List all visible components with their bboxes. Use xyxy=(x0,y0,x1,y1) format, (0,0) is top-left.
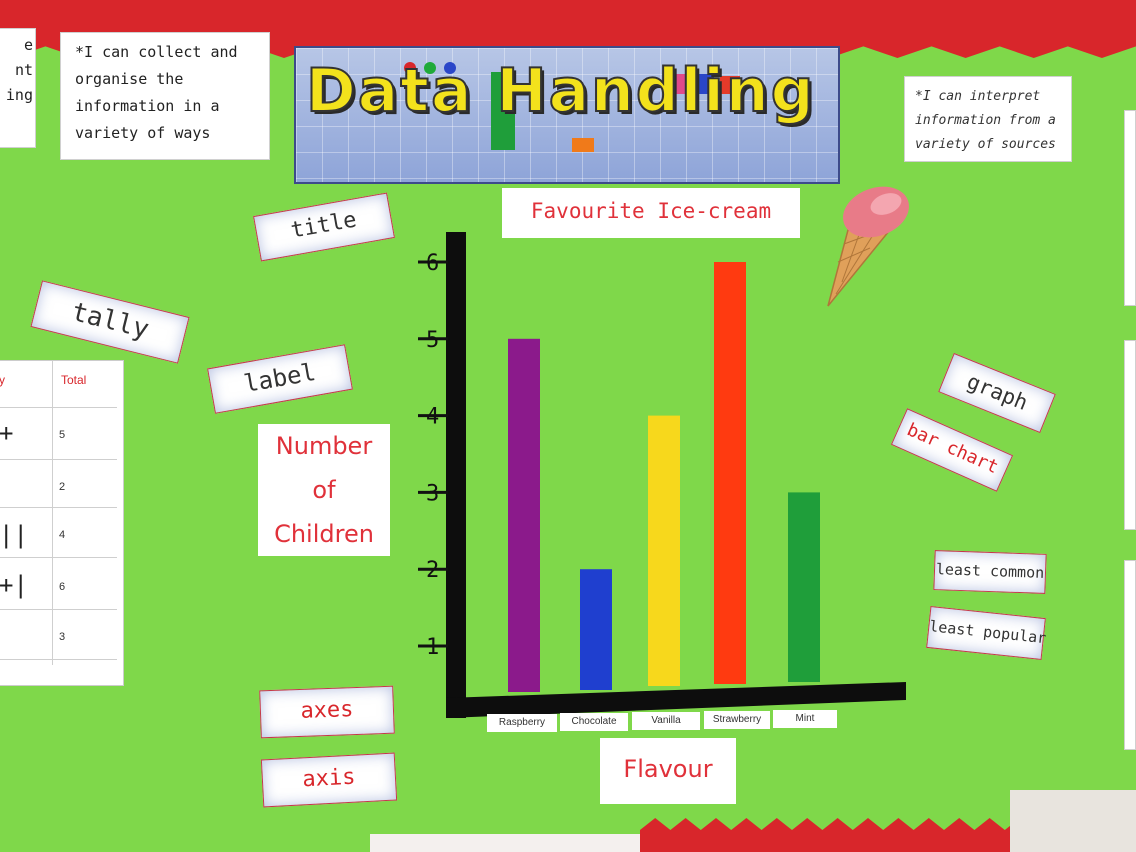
partial-objective-card: e nt ing xyxy=(0,28,36,148)
right-edge-card xyxy=(1124,340,1136,530)
banner-dot xyxy=(424,62,436,74)
partial-text: e xyxy=(23,36,33,54)
data-handling-banner: Data Handling xyxy=(294,46,840,184)
y-tick-label: 2 xyxy=(426,558,439,583)
table-divider xyxy=(0,557,117,558)
objective-text: *I can interpret information from a vari… xyxy=(915,89,1056,152)
y-axis-label-line: Number xyxy=(275,432,373,460)
table-cell: 3 xyxy=(59,631,66,643)
ice-cream-cone-icon xyxy=(827,186,909,307)
table-divider xyxy=(0,507,117,508)
x-tick-label: Chocolate xyxy=(560,713,628,731)
right-edge-card xyxy=(1124,560,1136,750)
x-axis xyxy=(446,682,906,718)
banner-bar xyxy=(572,138,594,152)
tally-marks: +| xyxy=(0,571,28,599)
right-edge-card xyxy=(1124,110,1136,306)
bottom-paper-strip xyxy=(370,834,670,852)
objective-text: *I can collect and organise the informat… xyxy=(75,43,238,142)
table-divider xyxy=(0,407,117,408)
table-divider xyxy=(0,609,117,610)
tally-marks: + xyxy=(0,419,14,447)
y-tick-label: 5 xyxy=(426,328,439,353)
table-header: Total xyxy=(61,373,87,387)
chart-title-card: Favourite Ice-cream xyxy=(502,188,800,238)
x-tick-label: Raspberry xyxy=(487,714,557,732)
x-tick-label: Vanilla xyxy=(632,712,700,730)
table-header: y xyxy=(0,373,5,387)
banner-bar xyxy=(720,76,740,94)
bar-vanilla xyxy=(648,415,680,686)
table-cell: 6 xyxy=(59,581,66,593)
x-tick-label: Mint xyxy=(773,710,837,728)
banner-bar xyxy=(668,74,688,94)
banner-dot xyxy=(404,62,416,74)
x-tick-label: Strawberry xyxy=(704,711,770,729)
banner-bar xyxy=(491,72,515,150)
objective-card-right: *I can interpret information from a vari… xyxy=(904,76,1072,162)
y-axis-label-card: Number of Children xyxy=(258,424,390,556)
table-divider xyxy=(0,459,117,460)
table-cell: 4 xyxy=(59,529,66,541)
x-axis-label-card: Flavour xyxy=(600,738,736,804)
tally-table: y Total + || +| 5 2 4 6 3 xyxy=(0,360,124,686)
x-axis-label: Flavour xyxy=(623,755,713,783)
bar-chocolate xyxy=(580,569,612,690)
ice-cream-picture xyxy=(820,182,915,312)
y-tick-label: 1 xyxy=(426,635,439,660)
table-cell: 5 xyxy=(59,429,66,441)
tally-marks: || xyxy=(0,521,28,549)
partial-text: ing xyxy=(5,86,33,104)
y-tick-label: 3 xyxy=(426,481,439,506)
partial-text: nt xyxy=(14,61,33,79)
y-axis-label-line: Children xyxy=(274,520,374,548)
y-axis-label-line: of xyxy=(312,476,336,504)
table-divider xyxy=(0,659,117,660)
table-cell: 2 xyxy=(59,481,66,493)
banner-grid xyxy=(296,48,838,182)
chart-title: Favourite Ice-cream xyxy=(530,199,772,223)
bar-raspberry xyxy=(508,338,540,692)
y-tick-label: 6 xyxy=(426,251,439,276)
bottom-paper-corner xyxy=(1010,790,1136,852)
bar-mint xyxy=(788,492,820,682)
banner-title: Data Handling xyxy=(305,55,816,127)
table-divider xyxy=(52,361,53,665)
objective-card-left: *I can collect and organise the informat… xyxy=(60,32,270,160)
banner-dot xyxy=(444,62,456,74)
bar-strawberry xyxy=(714,262,746,684)
y-axis xyxy=(446,232,466,718)
y-tick-label: 4 xyxy=(426,405,439,430)
banner-bar xyxy=(694,74,714,94)
